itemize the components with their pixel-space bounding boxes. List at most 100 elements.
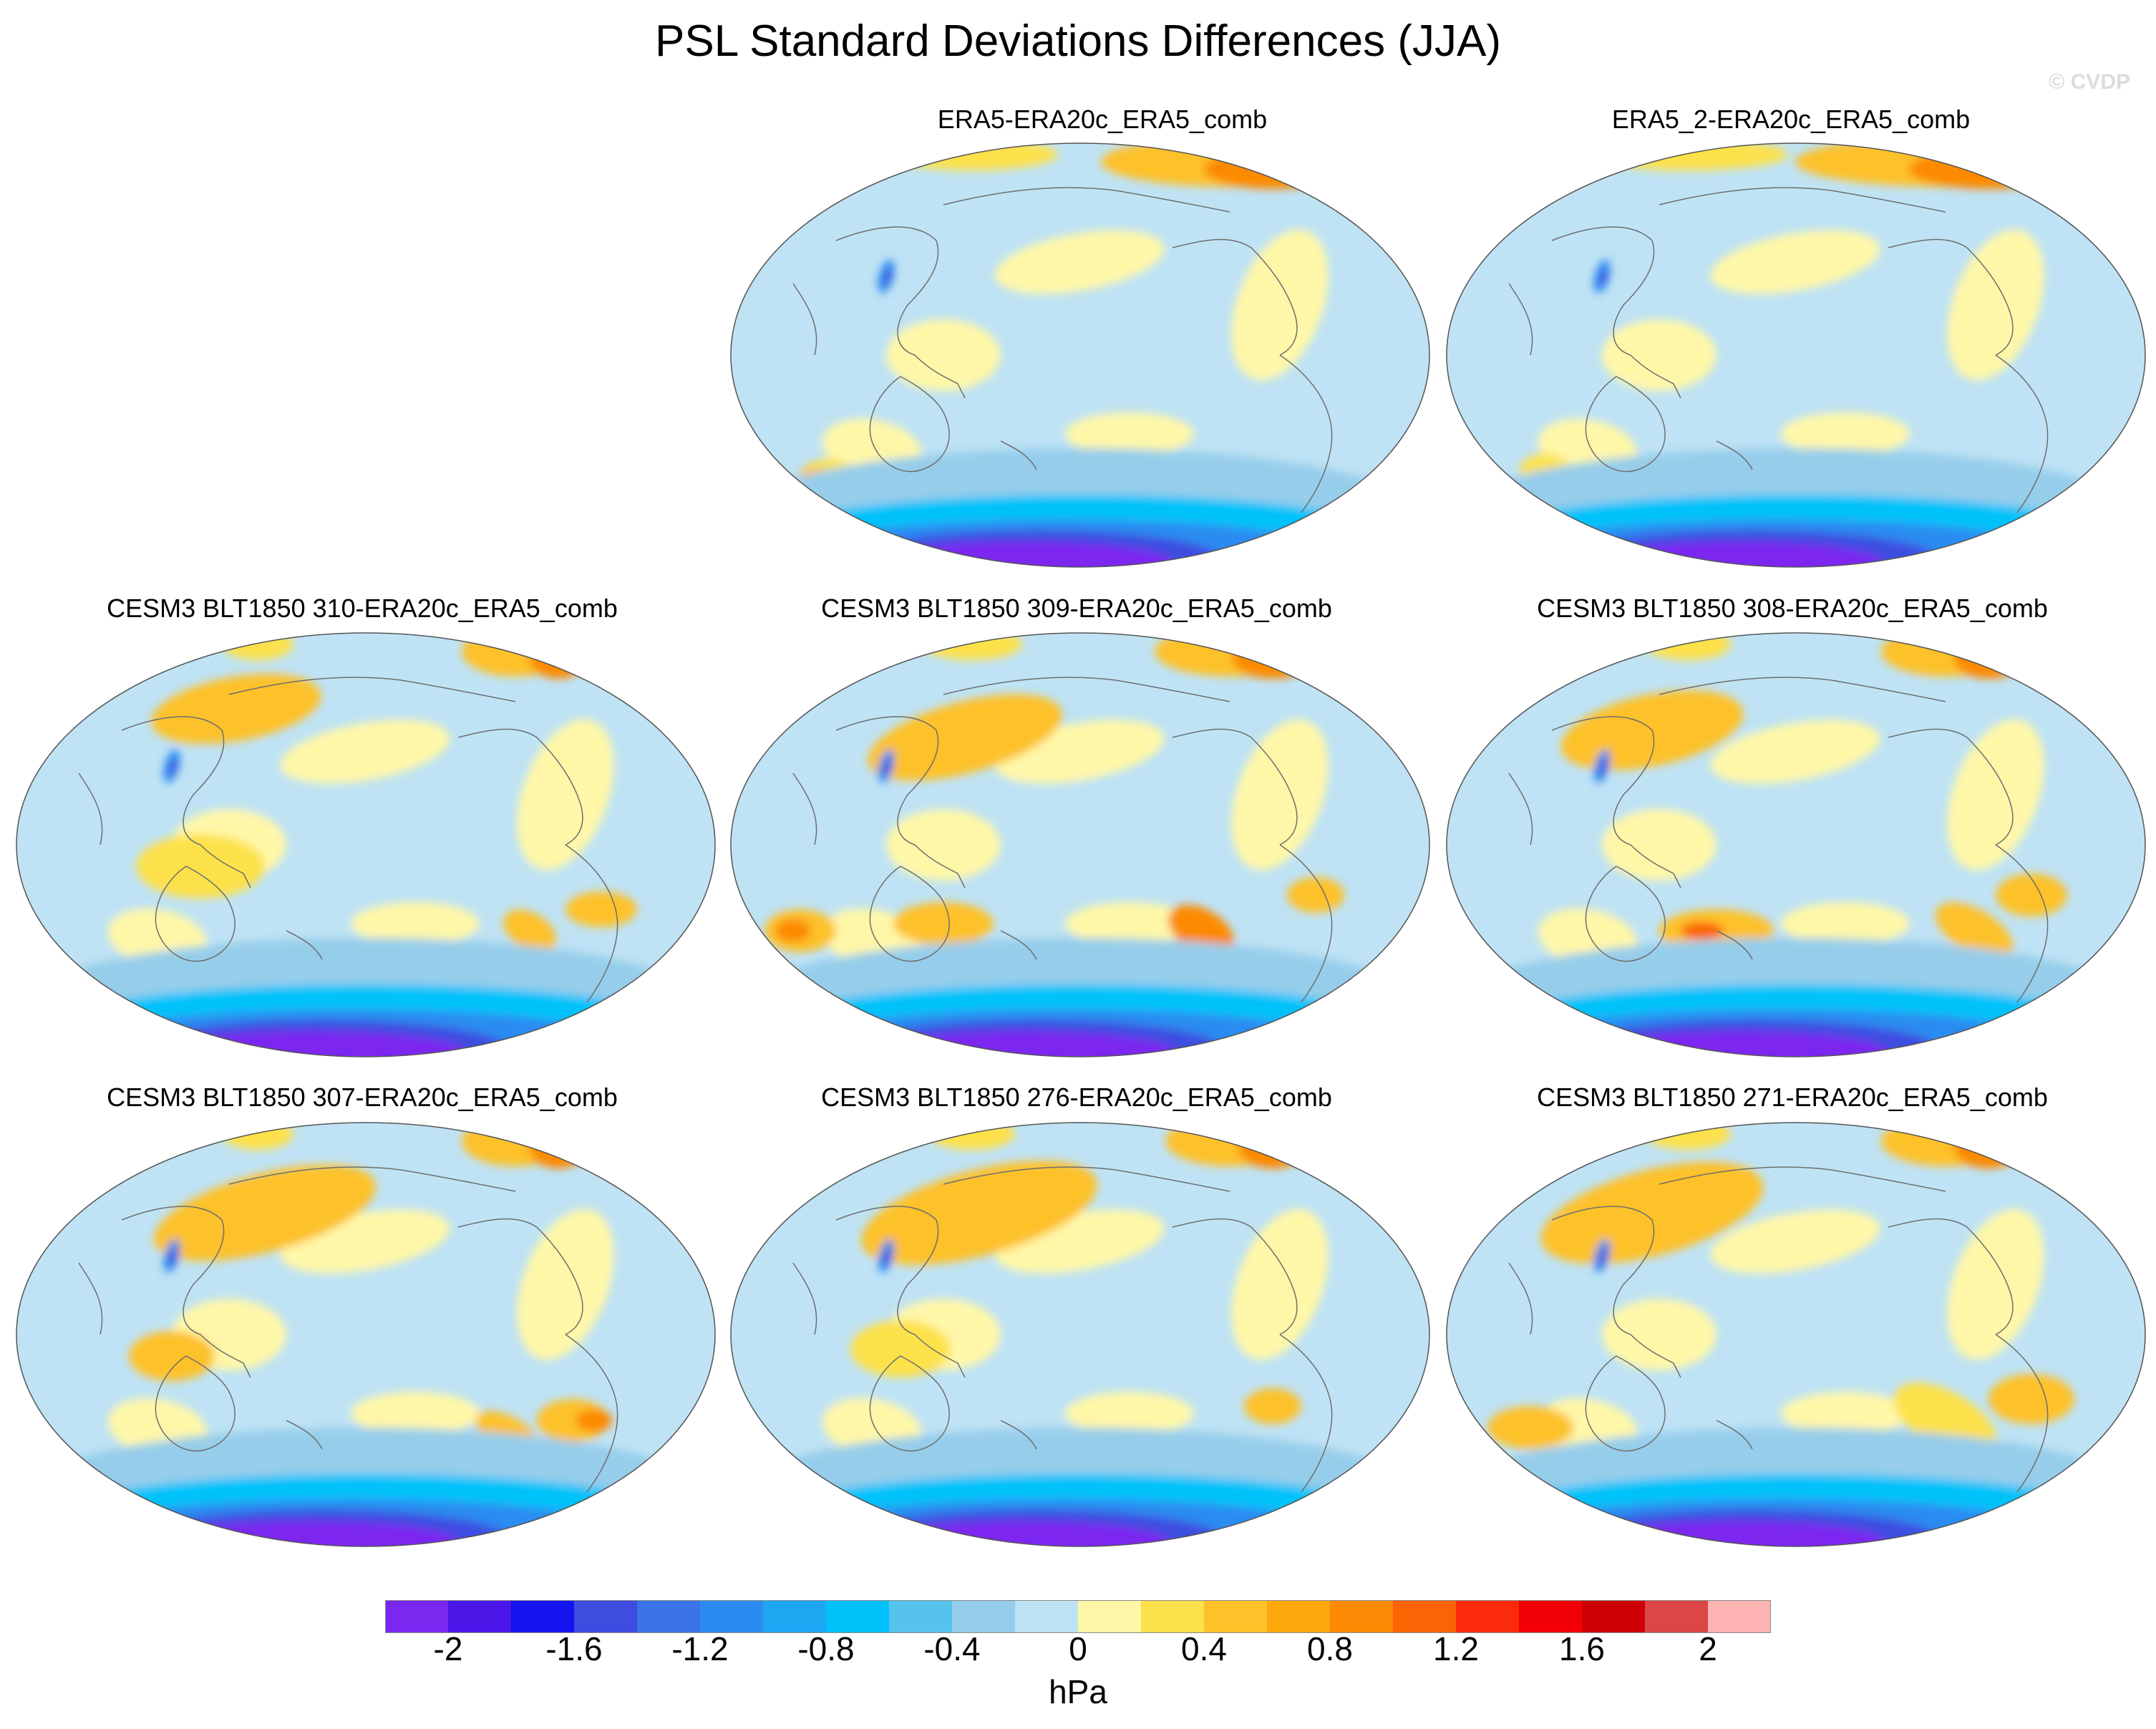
colorbar-box [574,1600,638,1633]
coastline [1000,930,1037,960]
map-panel-5 [1446,632,2146,1057]
contour-region [530,639,587,679]
coastline [1000,440,1037,470]
colorbar-box [889,1600,953,1633]
map-panel-2 [1446,142,2146,568]
coastline [1888,1218,2014,1335]
contour-region [1233,639,1313,679]
colorbar-box [385,1600,449,1633]
colorbar-box [1645,1600,1709,1633]
contour-region [1487,1406,1573,1449]
panel-title-4: CESM3 BLT1850 309-ERA20c_ERA5_comb [821,594,1332,623]
contour-region [1996,873,2067,916]
coastline [1585,866,1666,962]
contour-region [136,834,265,899]
colorbar-box [700,1600,764,1633]
colorbar-box [1519,1600,1583,1633]
coastline [1551,1206,1681,1378]
coastline [1279,844,1333,1003]
coastline [792,1262,817,1335]
contour-region [1947,229,2044,381]
coastline [869,866,950,962]
colorbar-tick-label: -1.2 [671,1630,729,1667]
panel-title-5: CESM3 BLT1850 308-ERA20c_ERA5_comb [1537,594,2048,623]
coastline [1585,1355,1666,1452]
coastline [1659,1166,1946,1192]
contour-region [929,1123,1015,1150]
colorbar-tick-label: -1.6 [545,1630,603,1667]
map-border [1446,1122,2146,1547]
colorbar-box [1267,1600,1331,1633]
contour-region [1599,1249,1608,1266]
coastline [1888,728,2014,846]
contour-region [517,1209,614,1360]
panel-title-2: ERA5_2-ERA20c_ERA5_comb [1611,105,1971,134]
contour-region [1231,229,1329,381]
contour-region [1645,1123,1731,1150]
contour-region [517,719,614,871]
colorbar-box [1141,1600,1205,1633]
contour-region [922,633,1022,660]
map-panel-3 [16,632,716,1057]
contour-region [883,759,892,776]
coastline [78,773,103,846]
colorbar-tick-label: 2 [1699,1630,1717,1667]
contour-region [886,319,1001,391]
coastline [1279,354,1333,513]
contour-region [861,1161,1097,1265]
map-border [730,1122,1430,1547]
contour-region [1599,759,1608,776]
colorbar-box [1456,1600,1520,1633]
panel-title-3: CESM3 BLT1850 310-ERA20c_ERA5_comb [107,594,618,623]
coastline [1659,187,1946,213]
colorbar-box [763,1600,827,1633]
coastline [78,1262,103,1335]
colorbar-box [448,1600,512,1633]
panel-title-7: CESM3 BLT1850 276-ERA20c_ERA5_comb [821,1083,1332,1112]
coastline [1995,1334,2049,1493]
map-border [730,142,1430,568]
contour-region [1908,149,2069,189]
coastline [565,1334,618,1493]
contour-region [883,269,892,286]
colorbar-box [1393,1600,1457,1633]
coastline [835,1206,966,1378]
coastline [121,716,251,888]
coastline [943,677,1230,702]
coastline [1995,354,2049,513]
contour-region [868,694,1062,781]
map-border [16,632,716,1057]
contour-region [1231,719,1329,871]
map-border [16,1122,716,1547]
colorbar-box [1204,1600,1268,1633]
contour-region [222,1123,293,1150]
map-panel-4 [730,632,1430,1057]
map-panel-7 [730,1122,1430,1547]
contour-region [1681,922,1724,939]
contour-region [1935,902,2014,959]
colorbar-tick-label: 1.6 [1559,1630,1605,1667]
coastline [835,716,966,888]
coastline [565,844,618,1003]
coastline [943,1166,1230,1192]
coastline [869,376,950,473]
coastline [155,1355,235,1452]
coastline [1888,238,2014,356]
contour-region [994,230,1165,294]
contour-region [1947,1209,2044,1360]
colorbar-box [1708,1600,1771,1633]
panel-title-8: CESM3 BLT1850 271-ERA20c_ERA5_comb [1537,1083,2048,1112]
contour-region [530,1128,587,1168]
contour-region [1602,319,1716,391]
colorbar-box [637,1600,701,1633]
contour-region [1204,149,1341,189]
contour-region [850,1320,951,1377]
map-border [1446,632,2146,1057]
colorbar-tick-label: -0.8 [797,1630,855,1667]
contour-region [129,1331,215,1381]
contour-region [1947,719,2044,871]
contour-region [1065,902,1194,945]
contour-region [351,902,480,945]
figure-title: PSL Standard Deviations Differences (JJA… [655,16,1501,66]
coastline [457,728,583,846]
